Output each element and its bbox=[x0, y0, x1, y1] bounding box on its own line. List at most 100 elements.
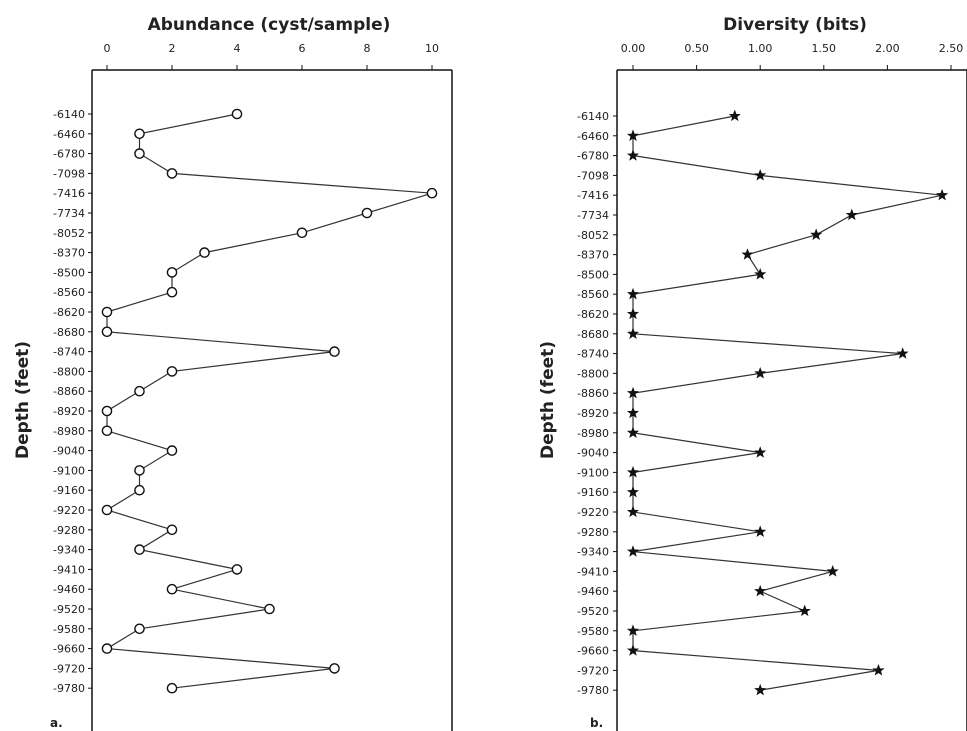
y-tick-label: -9720 bbox=[577, 664, 609, 677]
x-tick-label: 8 bbox=[364, 42, 371, 55]
data-point bbox=[810, 228, 823, 240]
data-point bbox=[166, 366, 178, 377]
y-tick-label: -6140 bbox=[53, 108, 85, 121]
x-tick-label: 6 bbox=[299, 42, 306, 55]
y-tick-label: -8500 bbox=[577, 268, 609, 281]
data-point bbox=[626, 386, 640, 399]
data-point bbox=[936, 188, 949, 201]
y-tick-label: -9660 bbox=[577, 645, 609, 658]
y-tick-label: -8370 bbox=[577, 249, 609, 262]
y-tick-label: -7416 bbox=[577, 189, 609, 202]
data-point bbox=[134, 385, 145, 397]
y-axis-title: Depth (feet) bbox=[538, 341, 558, 459]
y-tick-label: -8980 bbox=[53, 425, 85, 438]
y-tick-label: -9780 bbox=[53, 682, 85, 695]
panel-label: b. bbox=[590, 716, 603, 730]
data-point bbox=[231, 564, 243, 575]
data-point bbox=[134, 623, 145, 635]
data-point bbox=[101, 326, 113, 338]
data-point bbox=[626, 406, 640, 419]
y-tick-label: -8680 bbox=[53, 326, 85, 339]
data-point bbox=[166, 524, 178, 536]
data-point bbox=[626, 327, 640, 339]
y-tick-label: -6140 bbox=[577, 110, 609, 123]
y-tick-label: -8800 bbox=[53, 365, 85, 378]
y-tick-label: -9100 bbox=[53, 464, 85, 477]
y-tick-label: -6460 bbox=[53, 128, 85, 141]
chart-panel-diversity: Diversity (bits) 0.00 0.50 1.00 1.50 2.00 2.50… bbox=[538, 15, 967, 731]
data-point bbox=[626, 545, 640, 557]
y-tick-label: -7734 bbox=[53, 207, 85, 220]
data-point bbox=[101, 425, 113, 437]
data-point bbox=[754, 525, 767, 537]
data-point bbox=[166, 267, 178, 278]
data-point bbox=[134, 544, 145, 555]
panel-label: a. bbox=[50, 716, 63, 730]
y-tick-label: -9780 bbox=[577, 684, 609, 697]
y-tick-label: -8620 bbox=[53, 306, 85, 319]
series-line bbox=[105, 113, 433, 689]
data-point bbox=[134, 465, 145, 476]
data-point bbox=[626, 287, 640, 300]
y-tick-label: -7416 bbox=[53, 187, 85, 200]
data-point bbox=[626, 149, 640, 161]
y-tick-label: -9160 bbox=[53, 484, 85, 497]
data-point bbox=[264, 603, 275, 615]
data-point bbox=[166, 682, 178, 694]
data-point bbox=[754, 169, 767, 181]
data-point bbox=[626, 624, 640, 636]
y-tick-label: -8680 bbox=[577, 328, 609, 341]
data-point bbox=[626, 307, 640, 320]
x-tick-label: 0 bbox=[104, 42, 111, 55]
data-point bbox=[626, 485, 640, 498]
y-tick-label: -9460 bbox=[53, 583, 85, 596]
y-tick-label: -9410 bbox=[577, 565, 609, 578]
data-point bbox=[166, 445, 178, 456]
data-point bbox=[754, 268, 767, 280]
data-point bbox=[329, 346, 340, 357]
y-axis-title: Depth (feet) bbox=[13, 341, 33, 459]
x-tick-label: 2 bbox=[169, 42, 176, 55]
data-point bbox=[101, 306, 113, 318]
y-tick-label: -9580 bbox=[577, 625, 609, 638]
series-line bbox=[632, 115, 943, 691]
y-tick-label: -7734 bbox=[577, 209, 609, 222]
y-tick-label: -9280 bbox=[577, 526, 609, 539]
y-tick-label: -8620 bbox=[577, 308, 609, 321]
y-tick-label: -8740 bbox=[577, 348, 609, 361]
x-tick-label: 4 bbox=[234, 42, 241, 55]
y-tick-label: -9220 bbox=[53, 504, 85, 517]
data-point bbox=[329, 663, 340, 674]
data-point bbox=[626, 426, 640, 438]
y-tick-label: -9340 bbox=[577, 546, 609, 559]
y-tick-label: -8920 bbox=[577, 407, 609, 420]
data-point bbox=[296, 227, 308, 239]
y-tick-label: -8500 bbox=[53, 266, 85, 279]
data-point bbox=[845, 208, 858, 221]
y-tick-label: -8052 bbox=[577, 229, 609, 242]
data-point bbox=[896, 347, 909, 359]
data-point bbox=[754, 584, 767, 597]
data-point bbox=[798, 604, 811, 617]
y-tick-label: -9160 bbox=[577, 486, 609, 499]
y-tick-label: -9580 bbox=[53, 623, 85, 636]
data-point bbox=[101, 504, 113, 516]
data-point bbox=[134, 484, 145, 496]
data-point bbox=[101, 405, 113, 417]
data-point bbox=[872, 664, 885, 676]
y-tick-label: -9660 bbox=[53, 643, 85, 656]
data-point bbox=[166, 286, 178, 298]
y-tick-label: -8860 bbox=[577, 387, 609, 400]
y-tick-label: -6780 bbox=[53, 148, 85, 161]
y-tick-label: -9410 bbox=[53, 563, 85, 576]
x-tick-label: 1.00 bbox=[748, 42, 773, 55]
y-tick-label: -8560 bbox=[53, 286, 85, 299]
y-tick-label: -9460 bbox=[577, 585, 609, 598]
y-tick-label: -8370 bbox=[53, 247, 85, 260]
data-point bbox=[166, 583, 178, 595]
x-tick-label: 2.50 bbox=[939, 42, 964, 55]
y-tick-label: -9280 bbox=[53, 524, 85, 537]
y-tick-label: -8920 bbox=[53, 405, 85, 418]
x-tick-label: 0.00 bbox=[621, 42, 646, 55]
